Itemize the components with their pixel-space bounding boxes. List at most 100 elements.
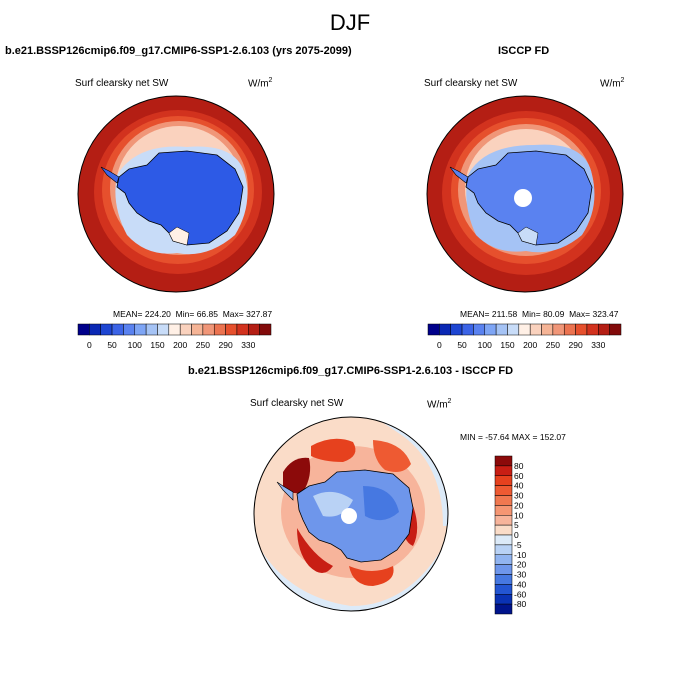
colorbar-tick-label: 0 xyxy=(437,340,442,350)
colorbar-tick-label: -30 xyxy=(514,570,527,580)
colorbar-tick-label: -60 xyxy=(514,589,527,599)
colorbar-swatch xyxy=(89,323,101,336)
colorbar-swatch xyxy=(494,554,513,565)
colorbar-swatch xyxy=(494,603,513,615)
colorbar-swatch xyxy=(494,544,513,555)
antarctica-land xyxy=(116,150,244,246)
colorbar-swatch xyxy=(563,323,576,336)
colorbar-tick-label: -5 xyxy=(514,540,522,550)
colorbar-swatch xyxy=(494,485,513,496)
colorbar-swatch xyxy=(111,323,124,336)
stats-model: MEAN= 224.20 Min= 66.85 Max= 327.87 xyxy=(113,309,273,319)
colorbar-tick-label: 5 xyxy=(514,520,519,530)
page-title: DJF xyxy=(329,10,371,35)
colorbar-tick-label: 80 xyxy=(514,461,524,471)
units-label-model: W/m2 xyxy=(248,77,273,90)
colorbar-swatch xyxy=(248,323,260,336)
colorbar-swatch xyxy=(552,323,565,336)
colorbar-swatch xyxy=(494,475,513,486)
colorbar-tick-label: 0 xyxy=(87,340,92,350)
colorbar-swatch xyxy=(427,323,440,336)
colorbar-tick-label: 40 xyxy=(514,481,524,491)
colorbar-tick-label: -20 xyxy=(514,560,527,570)
colorbar-tick-label: 30 xyxy=(514,491,524,501)
colorbar-swatch xyxy=(494,574,513,585)
colorbar-swatch xyxy=(191,323,204,336)
colorbar-swatch xyxy=(450,323,463,336)
colorbar-swatch xyxy=(123,323,136,336)
colorbar-tick-label: 150 xyxy=(150,340,164,350)
map-obs xyxy=(426,95,624,293)
colorbar-swatch xyxy=(145,323,158,336)
colorbar-tick-label: 250 xyxy=(196,340,210,350)
stats-diff: MIN = -57.64 MAX = 152.07 xyxy=(460,432,566,442)
colorbar-swatch xyxy=(484,323,497,336)
colorbar-tick-label: 250 xyxy=(546,340,560,350)
colorbar-swatch xyxy=(494,524,513,536)
variable-label-diff: Surf clearsky net SW xyxy=(250,398,344,409)
units-label-obs: W/m2 xyxy=(600,77,625,90)
colorbar-swatch xyxy=(494,455,513,467)
colorbar-swatch xyxy=(494,495,513,506)
colorbar-swatch xyxy=(77,323,90,336)
colorbar-swatch xyxy=(179,323,192,336)
colorbar-swatch xyxy=(494,564,513,575)
colorbar-tick-label: 10 xyxy=(514,510,524,520)
colorbar-swatch xyxy=(168,323,181,336)
colorbar-tick-label: 60 xyxy=(514,471,524,481)
colorbar-swatch xyxy=(225,323,238,336)
colorbar-tick-label: 200 xyxy=(173,340,187,350)
units-label-diff: W/m2 xyxy=(427,398,452,411)
colorbar-swatch xyxy=(134,323,147,336)
colorbar-abs-obs: 0 50 100 150 200 250 290 330 xyxy=(427,323,622,350)
colorbar-swatch xyxy=(575,323,588,336)
colorbar-abs-model: 0 50 100 150 200 250 290 330 xyxy=(77,323,272,350)
colorbar-swatch xyxy=(507,323,520,336)
colorbar-tick-label: 0 xyxy=(514,530,519,540)
map-model xyxy=(77,95,275,293)
map-diff xyxy=(253,416,449,612)
colorbar-swatch xyxy=(529,323,542,336)
colorbar-swatch xyxy=(586,323,599,336)
stats-obs: MEAN= 211.58 Min= 80.09 Max= 323.47 xyxy=(460,309,619,319)
variable-label-model: Surf clearsky net SW xyxy=(75,78,169,89)
colorbar-tick-label: 330 xyxy=(241,340,255,350)
colorbar-tick-label: 20 xyxy=(514,500,524,510)
colorbar-swatch xyxy=(495,323,508,336)
colorbar-tick-label: 330 xyxy=(591,340,605,350)
colorbar-swatch xyxy=(157,323,170,336)
colorbar-tick-label: 50 xyxy=(457,340,467,350)
colorbar-swatch xyxy=(213,323,226,336)
colorbar-tick-label: 100 xyxy=(478,340,492,350)
colorbar-swatch xyxy=(494,594,513,605)
colorbar-swatch xyxy=(541,323,554,336)
colorbar-tick-label: 50 xyxy=(107,340,117,350)
colorbar-tick-label: 290 xyxy=(568,340,582,350)
colorbar-tick-label: -40 xyxy=(514,579,527,589)
colorbar-swatch xyxy=(494,505,513,516)
colorbar-tick-label: 200 xyxy=(523,340,537,350)
colorbar-swatch xyxy=(259,323,272,336)
colorbar-swatch xyxy=(518,323,531,336)
colorbar-swatch xyxy=(494,584,513,595)
colorbar-swatch xyxy=(236,323,249,336)
colorbar-swatch xyxy=(494,534,513,546)
colorbar-tick-label: -80 xyxy=(514,599,527,609)
panel-title-diff: b.e21.BSSP126cmip6.f09_g17.CMIP6-SSP1-2.… xyxy=(188,365,514,377)
colorbar-swatch xyxy=(202,323,215,336)
peninsula xyxy=(100,166,120,184)
colorbar-tick-label: 150 xyxy=(500,340,514,350)
panel-title-obs: ISCCP FD xyxy=(498,45,550,57)
colorbar-tick-label: 100 xyxy=(128,340,142,350)
colorbar-swatch xyxy=(473,323,486,336)
pole-hole xyxy=(514,189,532,207)
ross-ice-shelf xyxy=(168,226,190,246)
colorbar-swatch xyxy=(461,323,474,336)
colorbar-tick-label: -10 xyxy=(514,550,527,560)
colorbar-swatch xyxy=(609,323,622,336)
colorbar-swatch xyxy=(439,323,451,336)
colorbar-swatch xyxy=(494,465,513,476)
colorbar-swatch xyxy=(494,515,513,526)
variable-label-obs: Surf clearsky net SW xyxy=(424,78,518,89)
colorbar-tick-label: 290 xyxy=(218,340,232,350)
